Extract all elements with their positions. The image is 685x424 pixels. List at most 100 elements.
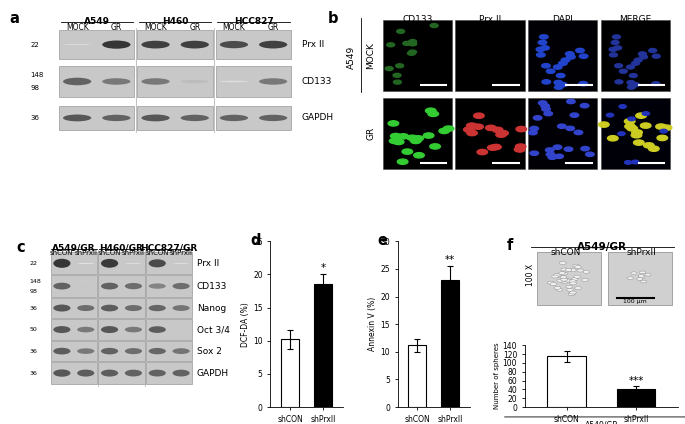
Circle shape [640, 55, 647, 59]
Circle shape [530, 151, 538, 156]
Circle shape [581, 146, 589, 151]
Ellipse shape [149, 259, 166, 268]
Circle shape [554, 286, 561, 290]
Ellipse shape [125, 283, 142, 289]
FancyBboxPatch shape [138, 106, 213, 130]
FancyBboxPatch shape [528, 20, 597, 92]
Ellipse shape [141, 78, 170, 85]
Circle shape [551, 275, 558, 278]
Circle shape [564, 279, 571, 282]
Circle shape [577, 269, 584, 272]
Circle shape [538, 101, 547, 105]
Circle shape [583, 271, 590, 273]
Text: GAPDH: GAPDH [302, 114, 334, 123]
Circle shape [574, 275, 581, 278]
Circle shape [561, 268, 568, 271]
Circle shape [639, 271, 645, 274]
Ellipse shape [259, 78, 287, 85]
Text: 22: 22 [30, 42, 39, 47]
Circle shape [515, 144, 526, 149]
Circle shape [496, 132, 506, 137]
Text: MOCK: MOCK [66, 23, 88, 33]
Circle shape [570, 291, 576, 294]
Circle shape [631, 133, 642, 138]
Ellipse shape [102, 115, 130, 121]
Circle shape [618, 132, 625, 136]
Circle shape [632, 83, 640, 86]
Circle shape [550, 282, 557, 285]
Circle shape [540, 35, 548, 39]
Ellipse shape [181, 80, 209, 83]
FancyBboxPatch shape [98, 298, 145, 318]
Circle shape [619, 69, 627, 73]
Ellipse shape [173, 263, 190, 264]
Circle shape [498, 131, 508, 136]
FancyBboxPatch shape [98, 275, 145, 297]
Circle shape [536, 53, 545, 57]
Ellipse shape [141, 114, 170, 121]
Circle shape [554, 85, 563, 89]
Circle shape [473, 124, 484, 129]
Circle shape [473, 113, 484, 118]
Circle shape [566, 126, 575, 131]
Circle shape [649, 48, 657, 53]
FancyBboxPatch shape [146, 341, 192, 362]
Circle shape [580, 103, 589, 108]
Bar [281, 340, 299, 407]
Circle shape [566, 55, 575, 59]
Circle shape [553, 65, 562, 69]
Circle shape [632, 61, 640, 65]
Text: e: e [377, 233, 387, 248]
Ellipse shape [125, 348, 142, 354]
Ellipse shape [77, 327, 95, 332]
Bar [547, 356, 586, 407]
Circle shape [466, 123, 477, 128]
Circle shape [575, 287, 582, 290]
Ellipse shape [53, 259, 71, 268]
Circle shape [660, 129, 667, 133]
Ellipse shape [101, 326, 119, 333]
Circle shape [546, 152, 555, 156]
Circle shape [640, 280, 647, 283]
FancyBboxPatch shape [51, 341, 97, 362]
Circle shape [627, 65, 634, 69]
Ellipse shape [101, 305, 119, 311]
Text: 36: 36 [30, 115, 40, 121]
Circle shape [542, 107, 550, 111]
Circle shape [636, 113, 647, 118]
Circle shape [627, 81, 635, 84]
Circle shape [643, 112, 649, 115]
Circle shape [565, 268, 572, 271]
Text: **: ** [445, 255, 456, 265]
Circle shape [534, 116, 542, 120]
Circle shape [408, 51, 415, 55]
Circle shape [541, 104, 549, 108]
Circle shape [661, 125, 672, 130]
Circle shape [423, 133, 434, 138]
Ellipse shape [63, 114, 91, 121]
Circle shape [632, 160, 639, 164]
Circle shape [561, 278, 567, 281]
Text: b: b [328, 11, 338, 26]
Circle shape [569, 269, 576, 272]
Ellipse shape [141, 41, 170, 48]
Circle shape [547, 281, 554, 284]
Circle shape [610, 53, 617, 57]
Circle shape [559, 272, 565, 275]
Text: shPrxII: shPrxII [627, 248, 656, 257]
Circle shape [554, 81, 562, 85]
Circle shape [387, 43, 395, 47]
Ellipse shape [53, 348, 71, 354]
Circle shape [630, 74, 637, 78]
FancyBboxPatch shape [146, 252, 192, 274]
Circle shape [560, 262, 566, 265]
Circle shape [634, 58, 642, 62]
Circle shape [560, 276, 566, 279]
Circle shape [566, 99, 575, 103]
Ellipse shape [63, 78, 91, 85]
Circle shape [575, 265, 582, 268]
Text: 50: 50 [29, 327, 37, 332]
Ellipse shape [53, 369, 71, 377]
FancyBboxPatch shape [98, 341, 145, 362]
Text: H460: H460 [162, 17, 188, 26]
